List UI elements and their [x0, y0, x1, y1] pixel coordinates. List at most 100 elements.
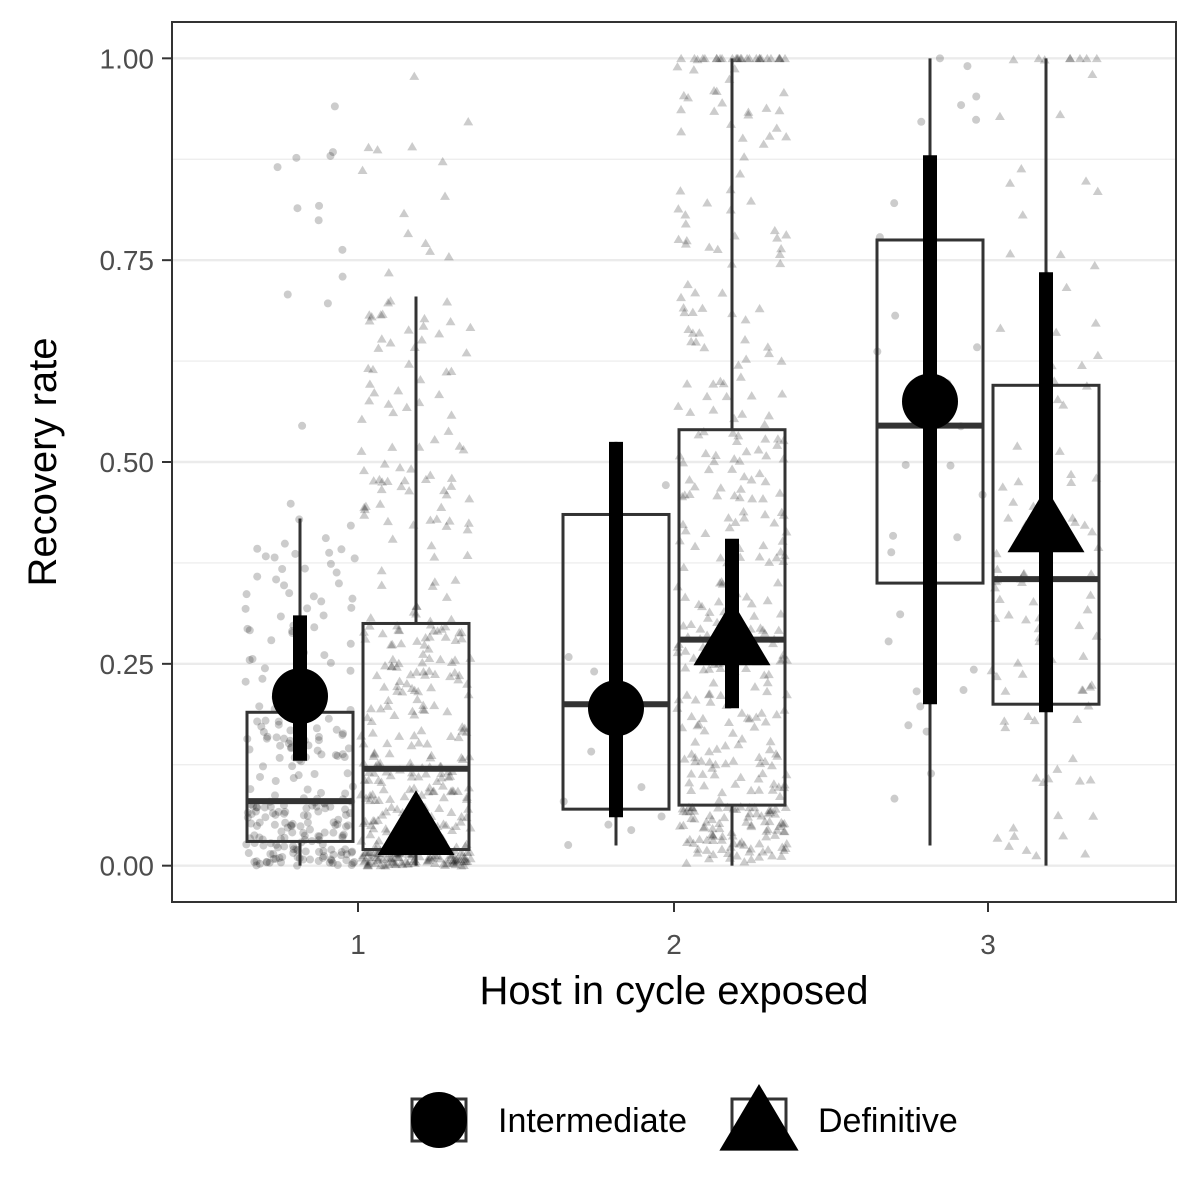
raw-point — [1085, 590, 1096, 599]
raw-point — [328, 148, 337, 157]
raw-point — [1076, 360, 1087, 369]
raw-point — [763, 845, 773, 854]
raw-point — [704, 664, 715, 673]
raw-point — [409, 710, 420, 719]
raw-point — [754, 852, 765, 861]
raw-point — [379, 860, 390, 869]
raw-point — [394, 625, 405, 635]
raw-point — [690, 737, 701, 746]
raw-point — [436, 768, 447, 778]
raw-point — [717, 831, 728, 841]
raw-point — [771, 123, 782, 132]
raw-point — [339, 729, 348, 738]
raw-point — [428, 786, 438, 796]
raw-point — [780, 802, 791, 811]
raw-point — [741, 354, 752, 363]
raw-point — [329, 828, 338, 837]
raw-point — [1085, 682, 1096, 691]
raw-point — [368, 364, 378, 374]
raw-point — [738, 507, 749, 516]
raw-point — [434, 803, 445, 813]
raw-point — [689, 806, 700, 815]
raw-point — [767, 760, 777, 770]
raw-point — [762, 342, 773, 351]
raw-point — [359, 502, 370, 512]
raw-point — [281, 807, 290, 816]
raw-point — [317, 750, 326, 759]
raw-point — [303, 785, 312, 794]
raw-point — [1005, 249, 1016, 258]
raw-point — [714, 818, 725, 828]
raw-point — [385, 794, 396, 803]
raw-point — [1028, 596, 1039, 606]
raw-point — [380, 824, 391, 833]
raw-point — [383, 297, 394, 307]
raw-point — [708, 830, 718, 839]
raw-point — [1017, 210, 1028, 219]
raw-point — [380, 861, 391, 870]
raw-point — [773, 782, 784, 791]
raw-point — [1091, 53, 1102, 63]
raw-point — [250, 857, 259, 866]
raw-point — [995, 323, 1006, 332]
raw-point — [460, 856, 471, 866]
raw-point — [375, 499, 386, 508]
raw-point — [255, 772, 264, 781]
raw-point — [376, 565, 387, 575]
raw-point — [338, 833, 347, 842]
raw-point — [780, 53, 790, 63]
raw-point — [1086, 569, 1097, 578]
raw-point — [708, 405, 719, 414]
raw-point — [409, 730, 420, 740]
raw-point — [764, 410, 775, 420]
raw-point — [310, 623, 319, 632]
raw-point — [715, 578, 725, 587]
raw-point — [693, 599, 704, 609]
raw-point — [329, 850, 338, 859]
raw-point — [684, 802, 694, 812]
gridlines — [172, 57, 1176, 867]
raw-point — [690, 756, 701, 766]
raw-point — [368, 476, 379, 485]
raw-point — [403, 228, 414, 238]
raw-point — [751, 712, 762, 721]
raw-point — [1008, 54, 1019, 64]
raw-point — [368, 815, 379, 825]
raw-point — [428, 853, 439, 862]
raw-point — [448, 855, 458, 865]
raw-point — [587, 747, 596, 756]
raw-point — [303, 811, 312, 820]
raw-point — [1067, 753, 1078, 763]
raw-point — [1066, 469, 1077, 479]
raw-point — [377, 309, 388, 318]
raw-point — [776, 243, 787, 253]
raw-point — [730, 779, 741, 788]
raw-point — [280, 809, 289, 818]
raw-point — [415, 374, 426, 384]
raw-point — [334, 579, 343, 588]
raw-point — [675, 821, 685, 830]
raw-point — [1074, 620, 1085, 630]
raw-point — [688, 838, 699, 847]
raw-point — [972, 92, 981, 101]
raw-point — [436, 624, 447, 633]
raw-point — [704, 746, 715, 756]
raw-point — [247, 810, 256, 819]
raw-point — [434, 389, 445, 399]
raw-point — [721, 391, 732, 401]
raw-point — [778, 826, 789, 836]
raw-point — [257, 722, 266, 731]
raw-point — [762, 595, 773, 605]
raw-point — [1000, 722, 1011, 732]
raw-point — [363, 858, 374, 867]
raw-point — [326, 151, 335, 160]
raw-point — [764, 805, 775, 814]
raw-point — [714, 823, 725, 833]
raw-point — [1055, 109, 1066, 119]
raw-point — [443, 426, 454, 435]
raw-point — [396, 638, 407, 648]
raw-point — [750, 682, 760, 691]
raw-point — [763, 669, 774, 679]
raw-point — [341, 789, 350, 798]
raw-point — [360, 848, 371, 857]
